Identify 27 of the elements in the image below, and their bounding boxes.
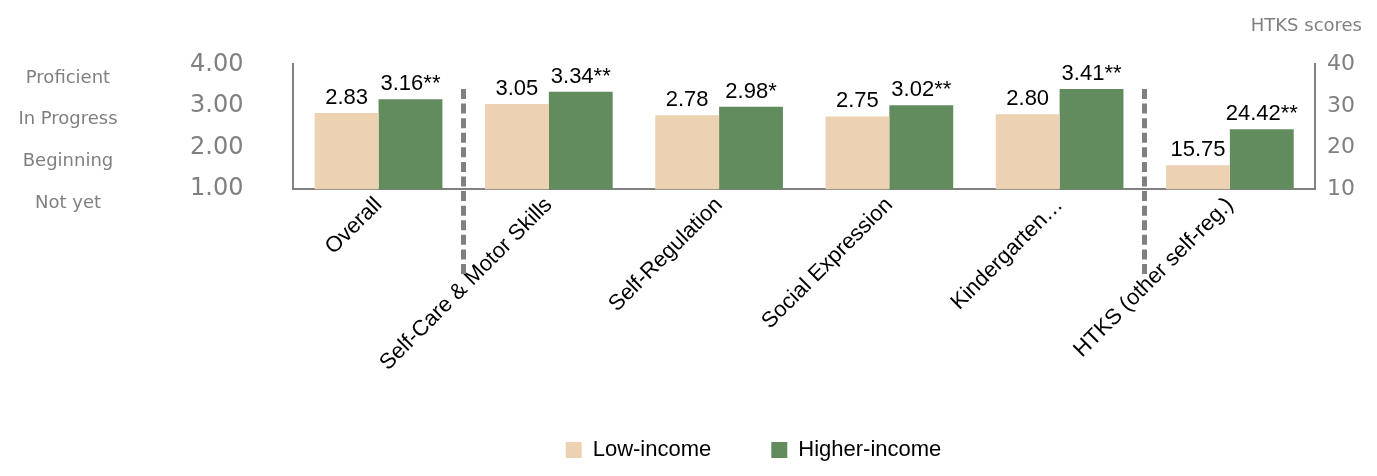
y-tick-label: 2.00 (190, 131, 244, 160)
data-label: 2.78 (665, 86, 709, 112)
data-label: 2.83 (325, 84, 369, 110)
data-label: 24.42** (1225, 100, 1299, 126)
data-label: 3.41** (1061, 60, 1122, 86)
y2-tick-label: 30 (1327, 91, 1356, 117)
data-label: 3.16** (380, 70, 441, 96)
legend-label: Higher-income (798, 436, 942, 462)
y2-axis-title: HTKS scores (1250, 13, 1362, 35)
data-label: 3.34** (550, 62, 612, 88)
data-label: 2.98* (725, 77, 778, 103)
text: Beginning (22, 149, 114, 171)
y2-tick-label: 10 (1327, 174, 1356, 200)
y2-tick-label: 40 (1327, 50, 1356, 76)
data-label: 3.05 (495, 74, 539, 100)
data-label: 2.75 (836, 87, 879, 113)
y-tick-label: 4.00 (190, 48, 244, 77)
text: Proficient (25, 65, 111, 87)
y-tick-label: 3.00 (190, 90, 244, 119)
text: Not yet (34, 190, 102, 212)
y2-tick-label: 20 (1327, 133, 1356, 159)
data-label: 2.80 (1006, 85, 1050, 111)
data-label: 3.02** (891, 76, 952, 102)
text: In Progress (18, 107, 118, 129)
data-label: 15.75 (1170, 136, 1226, 162)
y-tick-label: 1.00 (190, 173, 244, 202)
legend-label: Low-income (592, 436, 712, 462)
